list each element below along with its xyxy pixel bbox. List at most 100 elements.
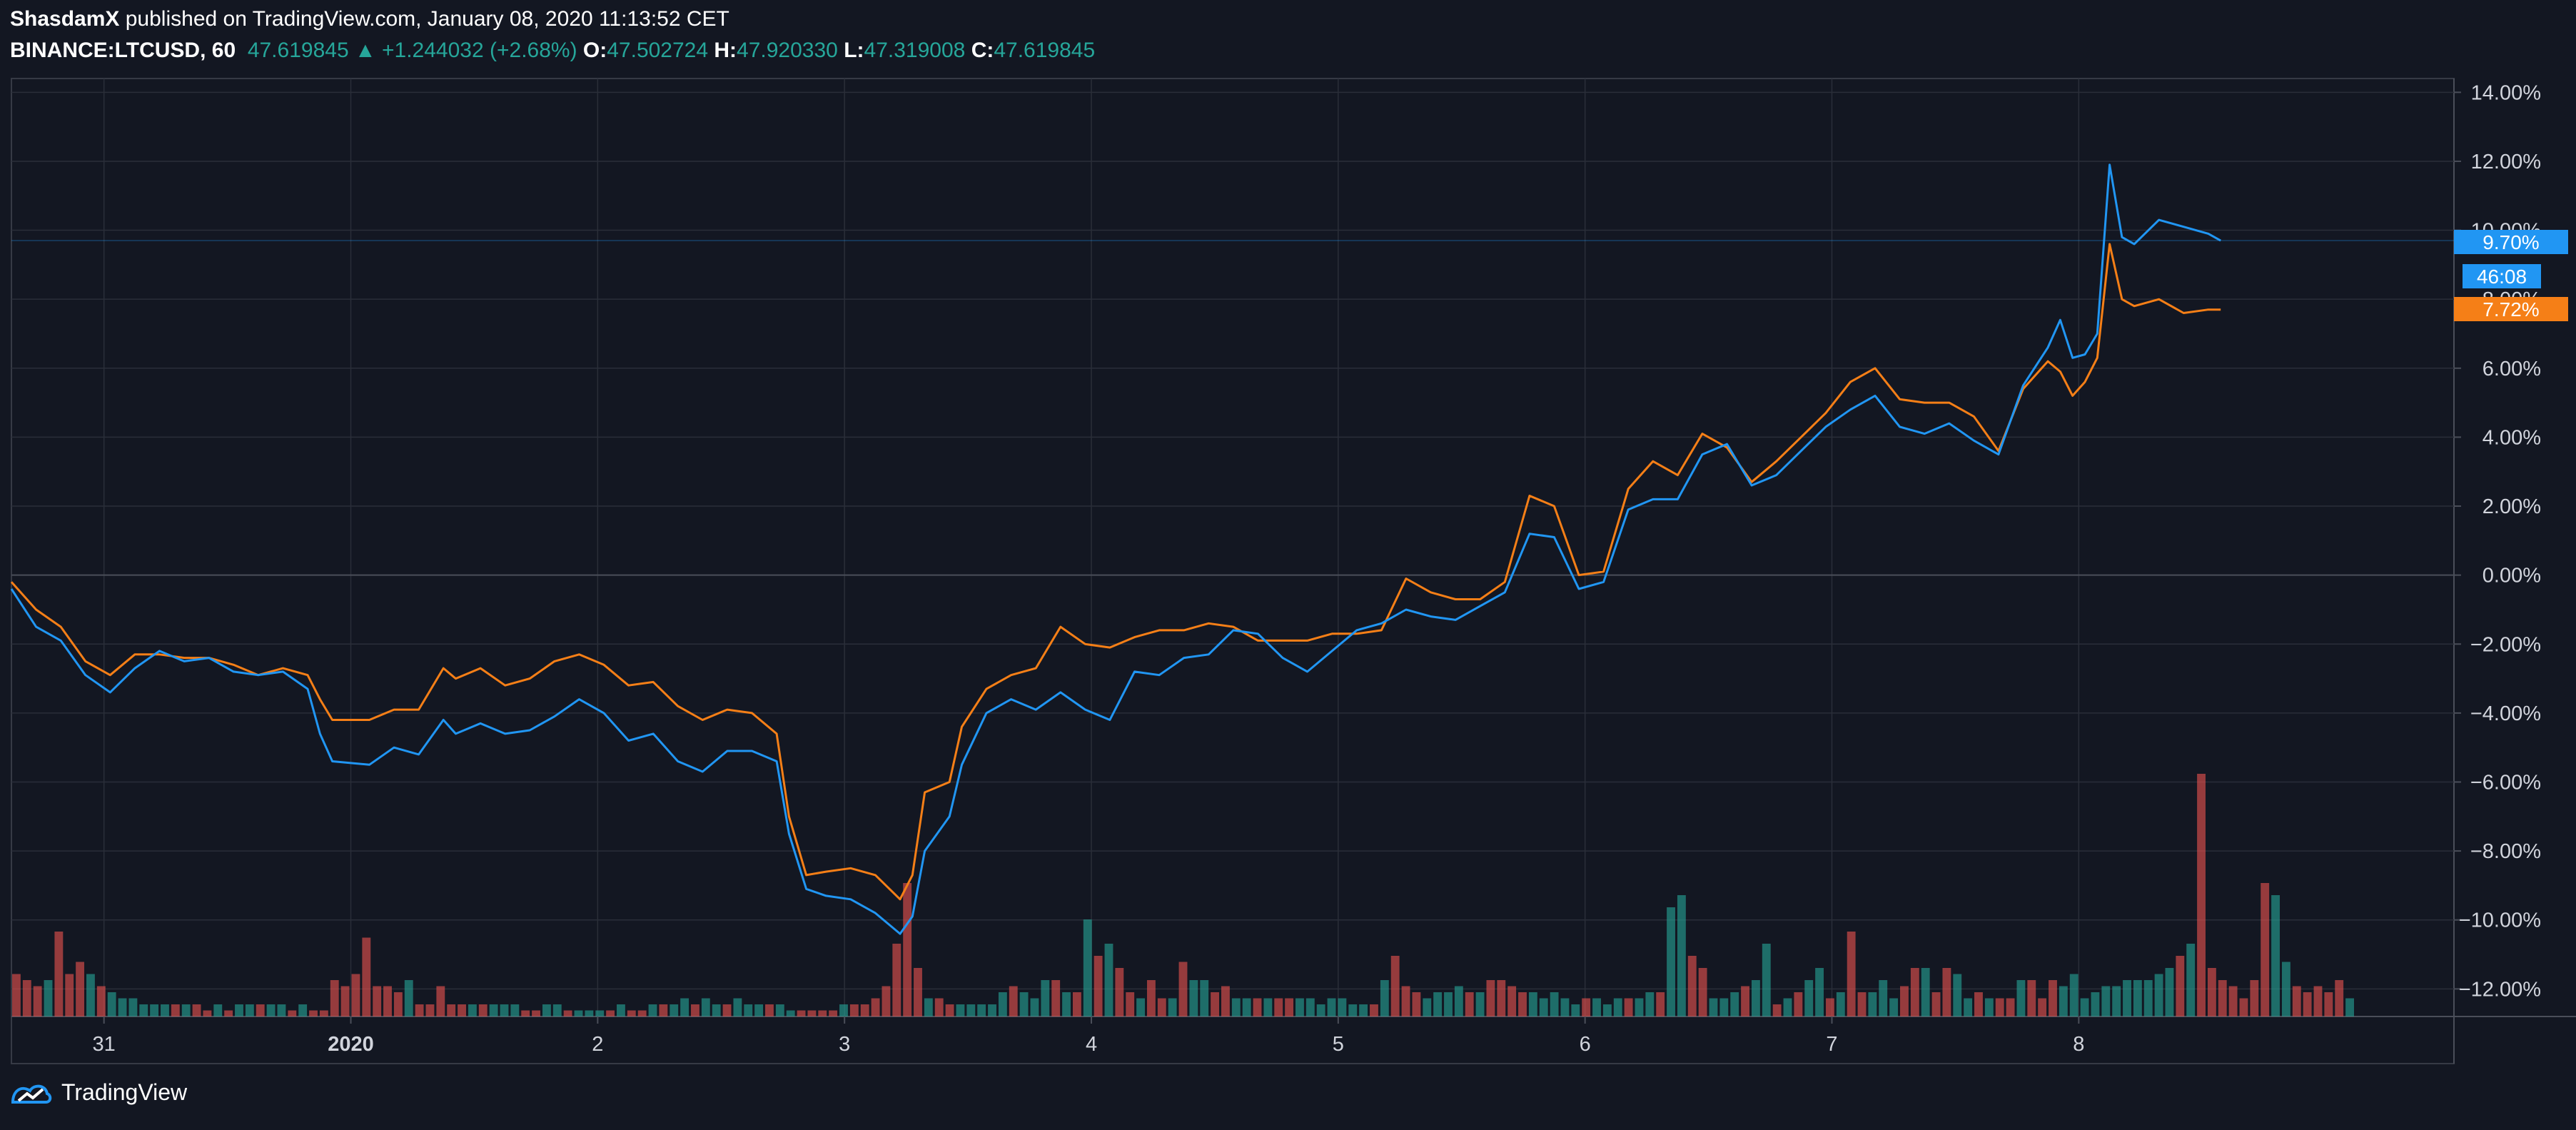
volume-bar [2112,986,2121,1017]
volume-bar [2016,980,2026,1017]
volume-bars [12,774,2354,1017]
volume-bar [458,1004,466,1017]
volume-bar [2261,883,2270,1017]
volume-bar [1889,998,1899,1017]
volume-bar [1200,980,1209,1017]
volume-bar [436,986,445,1017]
volume-bar [1571,1004,1580,1017]
volume-bar [574,1010,583,1017]
series-lines [10,163,2221,935]
volume-bar [1518,992,1527,1017]
volume-bar [2027,980,2036,1017]
volume-bar [393,992,403,1017]
volume-bar [744,1004,753,1017]
symbol-label[interactable]: BINANCE:LTCUSD, 60 [10,39,236,62]
volume-bar [670,1004,679,1017]
volume-bar [1921,968,1930,1017]
volume-bar [2091,992,2100,1017]
volume-bar [447,1004,456,1017]
volume-bar [33,986,42,1017]
volume-bar [786,1010,795,1017]
volume-bar [659,1004,668,1017]
y-tick-label: −6.00% [2470,772,2541,794]
volume-bar [54,932,64,1017]
volume-bar [500,1004,509,1017]
y-tick-label: −4.00% [2470,702,2541,725]
volume-bar [362,937,371,1017]
y-tick-label: −12.00% [2459,978,2541,1001]
volume-bar [892,944,901,1017]
volume-bar [2049,980,2057,1017]
volume-bar [1062,992,1071,1017]
volume-bar [2303,992,2312,1017]
volume-bar [797,1010,806,1017]
time-axis-labels: 31 2020 2 3 4 5 6 7 8 [93,1017,2084,1056]
low-value: 47.319008 [864,39,966,62]
y-tick-label: 4.00% [2482,426,2541,449]
volume-bar [181,1004,191,1017]
volume-bar [903,883,912,1017]
volume-bar [1910,968,1919,1017]
volume-bar [882,986,891,1017]
volume-bar [1794,992,1803,1017]
volume-bar [956,1004,965,1017]
y-tick-label: 2.00% [2482,495,2541,518]
volume-bar [966,1004,976,1017]
orange-price-badge-text: 7.72% [2482,298,2539,321]
volume-bar [192,1004,201,1017]
volume-bar [298,1004,308,1017]
volume-bar [1327,998,1336,1017]
volume-bar [1093,956,1103,1017]
volume-bar [1486,980,1495,1017]
volume-bar [2165,968,2174,1017]
volume-bar [2038,998,2047,1017]
close-label: C: [971,39,994,62]
x-tick-label: 3 [839,1033,850,1056]
volume-bar [1656,992,1665,1017]
footer-brand[interactable]: TradingView [10,1079,187,1106]
volume-bar [775,1004,784,1017]
volume-bar [1263,998,1273,1017]
author-name[interactable]: ShasdamX [10,7,120,31]
volume-bar [1497,980,1506,1017]
volume-bar [383,986,392,1017]
price-badges: 9.70% 46:08 7.72% [2454,230,2568,321]
open-label: O: [582,39,607,62]
price-change: +1.244032 (+2.68%) [382,39,577,62]
volume-bar [1274,998,1283,1017]
volume-bar [1146,980,1156,1017]
volume-bar [1539,998,1548,1017]
y-tick-label: 14.00% [2471,81,2541,104]
volume-bar [595,1010,605,1017]
y-tick-label: 6.00% [2482,358,2541,380]
volume-bar [1677,895,1686,1017]
volume-bar [1316,1004,1325,1017]
volume-bar [1231,998,1241,1017]
volume-bar [2143,980,2153,1017]
volume-bar [1942,968,1951,1017]
volume-bar [128,998,138,1017]
volume-bar [1126,992,1135,1017]
volume-bar [266,1004,276,1017]
volume-bar [2123,980,2131,1017]
volume-bar [1380,980,1389,1017]
volume-bar [1592,998,1601,1017]
volume-bar [2186,944,2196,1017]
volume-bar [733,998,742,1017]
volume-bar [998,992,1007,1017]
volume-bar [1836,992,1845,1017]
volume-bar [213,1004,223,1017]
blue-price-badge [2454,230,2568,254]
volume-bar [552,1004,562,1017]
volume-bar [1868,992,1877,1017]
volume-bar [373,986,382,1017]
volume-bar [1104,944,1113,1017]
volume-bar [2250,980,2259,1017]
volume-bar [542,1004,551,1017]
volume-bar [1401,986,1410,1017]
y-tick-label: −10.00% [2459,909,2541,932]
volume-bar [1687,956,1697,1017]
volume-bar [468,1004,477,1017]
volume-bar [1783,998,1792,1017]
